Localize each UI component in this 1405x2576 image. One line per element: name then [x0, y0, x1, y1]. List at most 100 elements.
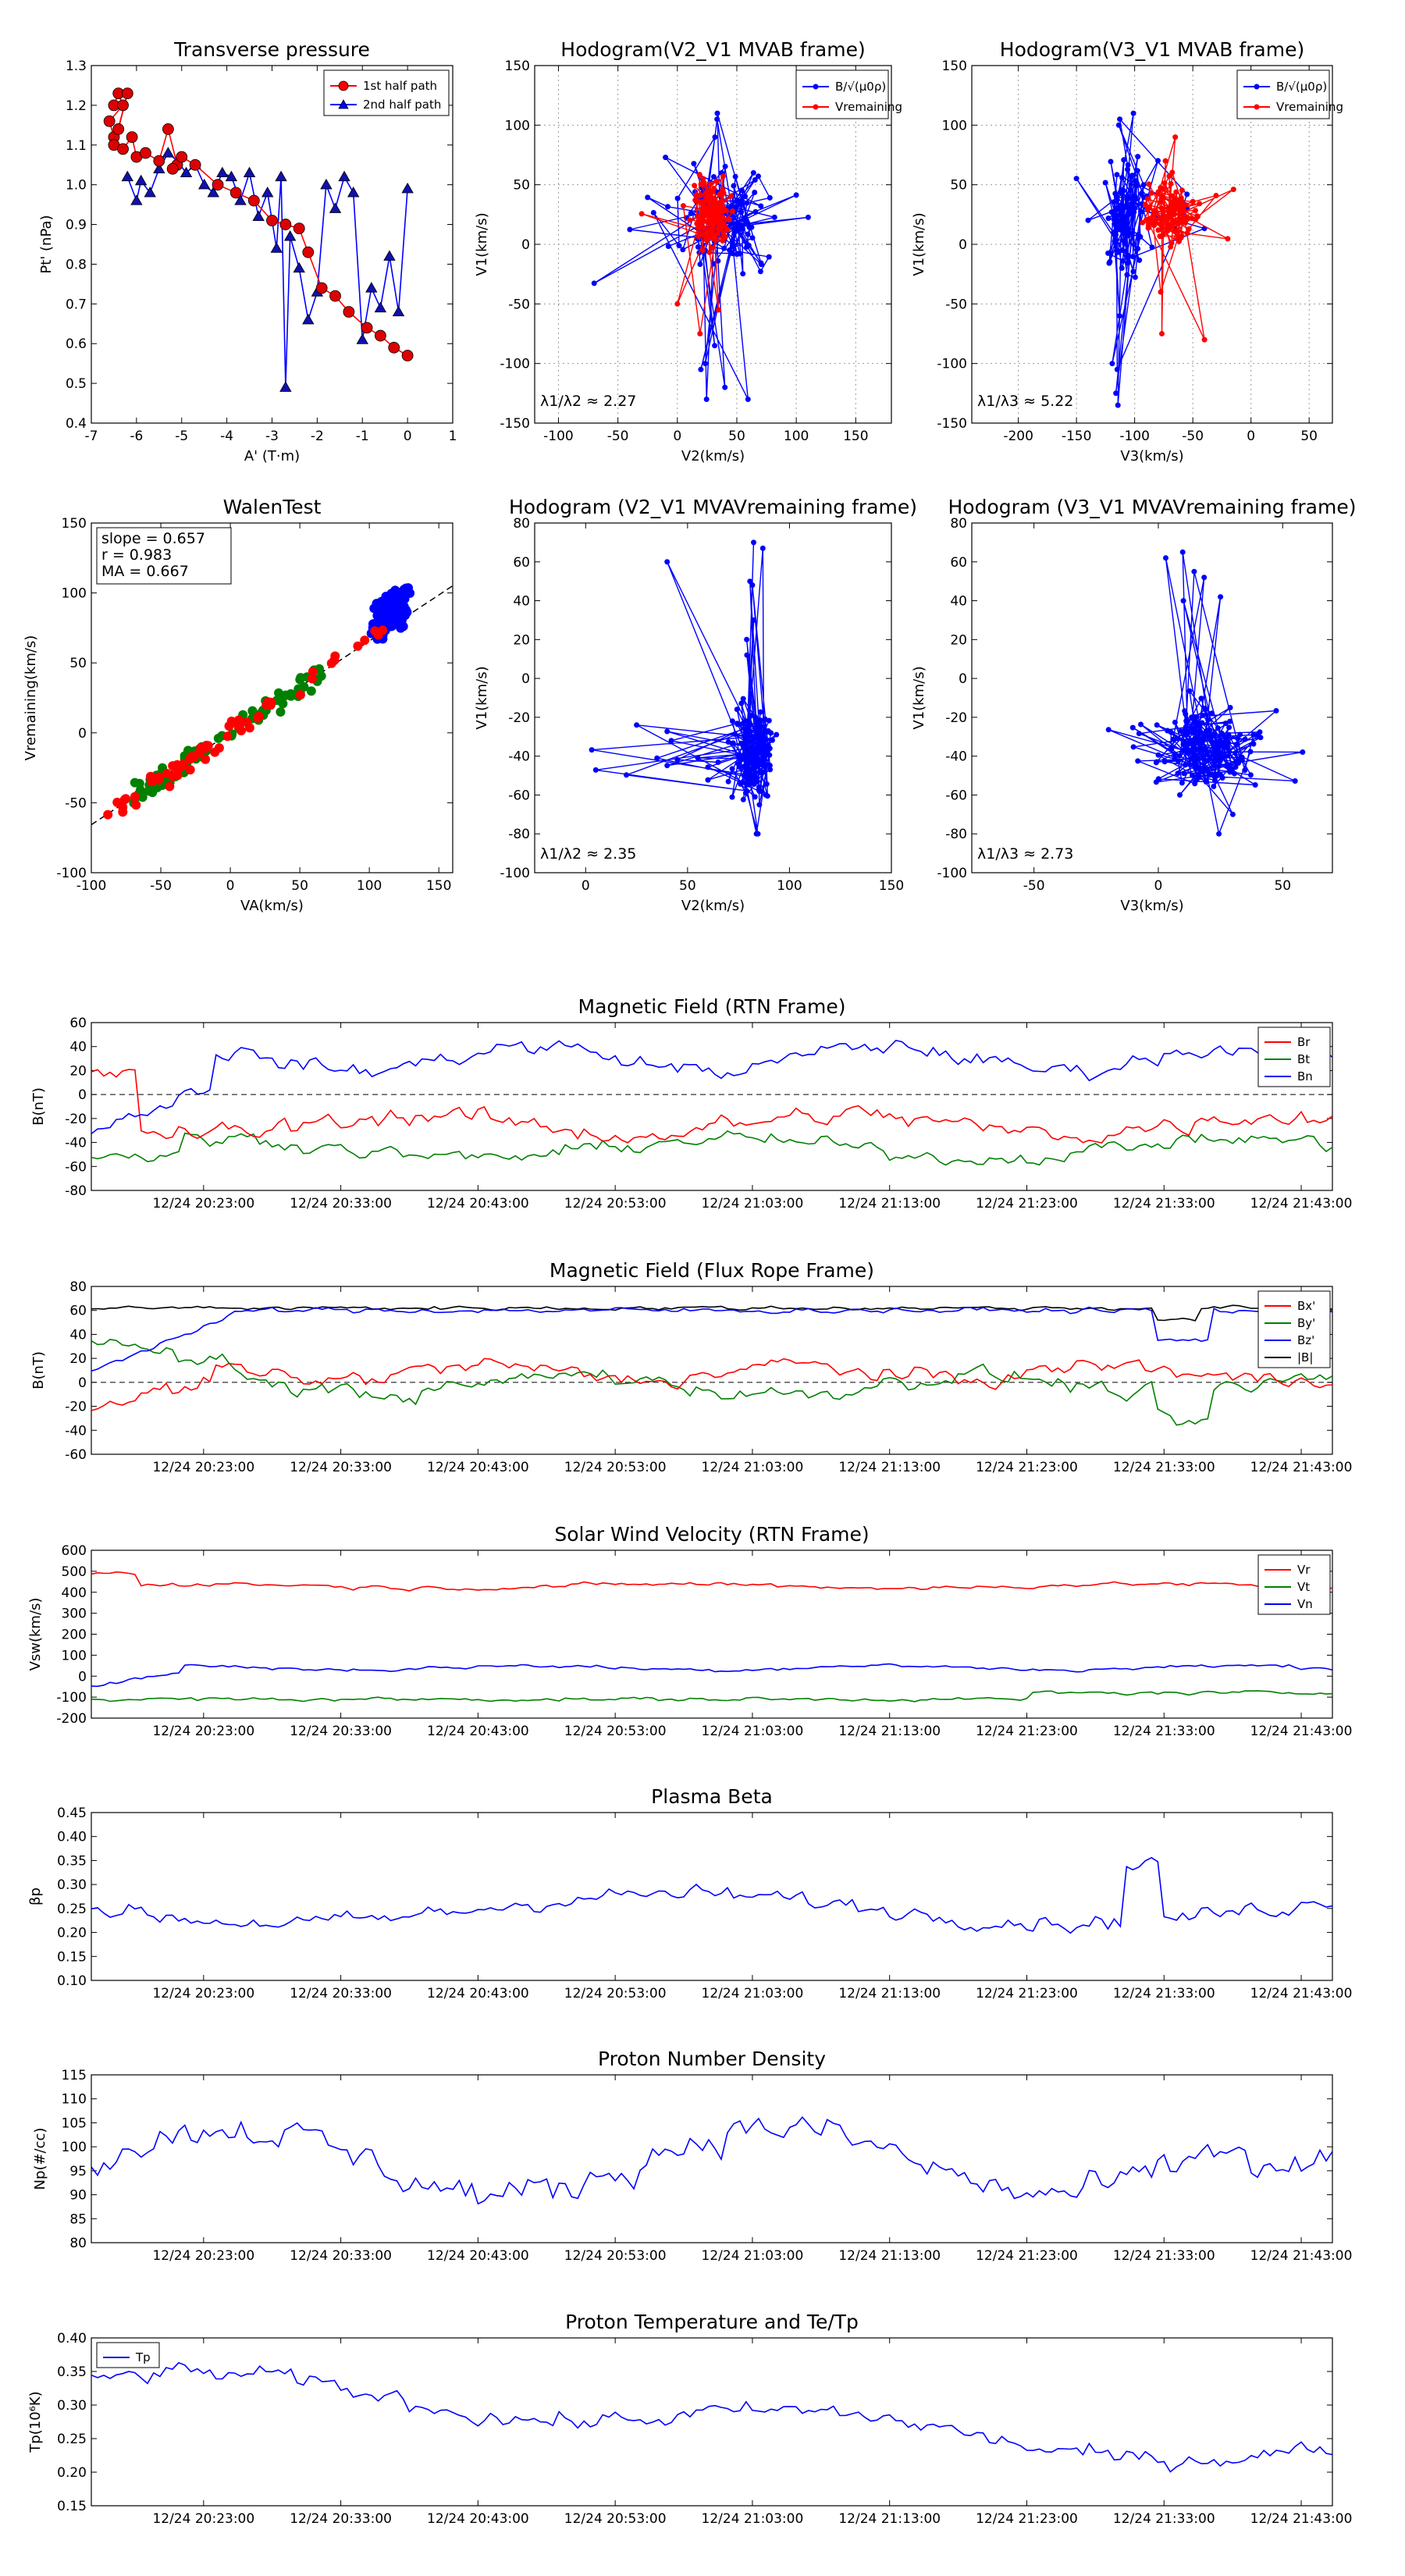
hodogram-point-b	[1184, 191, 1190, 197]
hodogram-point-v	[696, 198, 702, 205]
hodogram-point-v	[680, 203, 686, 209]
y-tick-label: 0.35	[57, 2364, 87, 2380]
hodogram-point-b	[767, 752, 773, 758]
hodogram-point-b	[1119, 207, 1125, 213]
walen-point-red	[196, 742, 206, 753]
legend-label: Bt	[1297, 1052, 1310, 1066]
y-tick-label: 0.30	[57, 2398, 87, 2414]
hodogram-point-b	[1112, 207, 1119, 213]
hodogram-point-v	[709, 210, 715, 216]
y-tick-label: 20	[950, 632, 967, 648]
hodogram-point-b	[729, 718, 735, 724]
hodogram-point-b	[738, 209, 745, 215]
hodogram-point-v	[1169, 222, 1175, 227]
hodogram-point-b	[734, 251, 740, 258]
hodogram-point-b	[1201, 575, 1208, 581]
y-tick-label: -40	[65, 1136, 87, 1151]
hodogram-point-b	[1121, 230, 1127, 237]
x-axis-label: V2(km/s)	[681, 448, 745, 464]
x-tick-label: -200	[1003, 429, 1033, 444]
hodogram-point-v	[1161, 180, 1168, 187]
legend-label: 1st half path	[363, 79, 437, 93]
data-point-1st-half	[247, 194, 260, 207]
panel-hodo1: -150 -100 -50 0 50 100 150 -100 -50 0 50 100 150 Hodo…	[474, 38, 902, 464]
legend-marker	[813, 84, 819, 90]
time-tick-label: 12/24 20:33:00	[290, 1460, 392, 1475]
hodogram-point-b	[734, 706, 740, 713]
hodogram-point-b	[703, 397, 710, 402]
axes-frame	[91, 65, 454, 424]
hodogram-point-b	[1176, 753, 1183, 759]
y-tick-label: -100	[500, 866, 530, 881]
y-tick-label: -50	[508, 297, 530, 312]
hodogram-point-v	[674, 301, 681, 307]
y-tick-label: 40	[69, 1040, 87, 1055]
walen-point-red	[360, 635, 370, 646]
hodogram-point-b	[766, 717, 772, 724]
time-tick-label: 12/24 21:43:00	[1250, 1986, 1353, 2001]
hodogram-point-b	[752, 208, 759, 215]
hodogram-point-b	[1192, 727, 1198, 733]
y-tick-label: 0	[78, 726, 87, 742]
hodogram-point-b	[714, 110, 720, 116]
hodogram-point-v	[706, 219, 712, 225]
time-tick-label: 12/24 20:43:00	[427, 1724, 529, 1739]
x-tick-label: -5	[175, 429, 188, 444]
y-tick-label: -40	[65, 1423, 87, 1439]
time-tick-label: 12/24 20:23:00	[152, 1986, 254, 2001]
walen-point-red	[185, 765, 195, 775]
hodogram-point-b	[737, 201, 743, 207]
series-line-bn	[91, 1040, 1332, 1135]
series-line-1st-half	[108, 91, 408, 357]
axes-frame	[91, 1022, 1333, 1191]
hodogram-point-b	[1257, 729, 1263, 735]
x-tick-label: 0	[1247, 429, 1255, 444]
legend-label: By'	[1297, 1316, 1315, 1330]
hodogram-point-b	[1292, 778, 1298, 784]
hodogram-point-b	[758, 262, 764, 268]
x-tick-label: 0	[404, 429, 412, 444]
y-tick-label: 60	[513, 555, 530, 571]
hodogram-point-b	[1222, 720, 1229, 727]
hodogram-point-b	[1192, 781, 1198, 787]
series-line-vr	[91, 1571, 1332, 1592]
data-point-2nd-half	[134, 174, 148, 186]
hodogram-point-b	[1252, 782, 1258, 788]
legend-label: |B|	[1297, 1350, 1313, 1364]
series-line-bt	[91, 1130, 1332, 1166]
hodogram-point-b	[1186, 688, 1193, 694]
walen-point-green	[286, 691, 296, 701]
y-axis-label: B(nT)	[30, 1087, 47, 1126]
hodogram-point-b	[732, 173, 738, 180]
series-line-bmag	[91, 1304, 1332, 1322]
hodogram-point-b	[1125, 162, 1131, 168]
hodogram-point-v	[1161, 186, 1167, 192]
x-axis-label: V2(km/s)	[681, 898, 745, 914]
hodogram-point-b	[1192, 735, 1198, 742]
hodogram-point-b	[762, 716, 768, 722]
hodogram-point-v	[1146, 181, 1152, 187]
time-tick-label: 12/24 21:23:00	[976, 1196, 1078, 1212]
hodogram-point-b	[1130, 196, 1136, 202]
y-tick-label: 110	[62, 2092, 87, 2108]
chart-title: Proton Number Density	[598, 2048, 826, 2070]
panel-walen: -100 -50 0 50 100 150 -100 -50 0 50 100 150 WalenTes…	[23, 496, 454, 914]
hodogram-point-b	[744, 200, 750, 206]
hodogram-point-b	[767, 745, 773, 752]
time-tick-label: 12/24 21:33:00	[1113, 2248, 1215, 2264]
y-tick-label: 0.40	[57, 2331, 87, 2347]
walen-stat-text: r = 0.983	[101, 546, 172, 564]
hodogram-point-b	[665, 204, 670, 210]
hodogram-point-b	[759, 545, 766, 551]
hodogram-point-v	[1162, 158, 1168, 164]
hodogram-point-b	[1111, 212, 1117, 219]
x-tick-label: 50	[679, 878, 696, 894]
data-point-1st-half	[266, 215, 278, 226]
time-tick-label: 12/24 20:33:00	[290, 2511, 392, 2527]
hodogram-point-b	[1102, 180, 1108, 186]
y-axis-label: Tp(10⁶K)	[27, 2391, 44, 2453]
hodogram-point-b	[1191, 719, 1197, 725]
hodogram-point-v	[1155, 189, 1161, 195]
hodogram-point-b	[1133, 178, 1139, 184]
data-point-2nd-half	[374, 301, 387, 313]
